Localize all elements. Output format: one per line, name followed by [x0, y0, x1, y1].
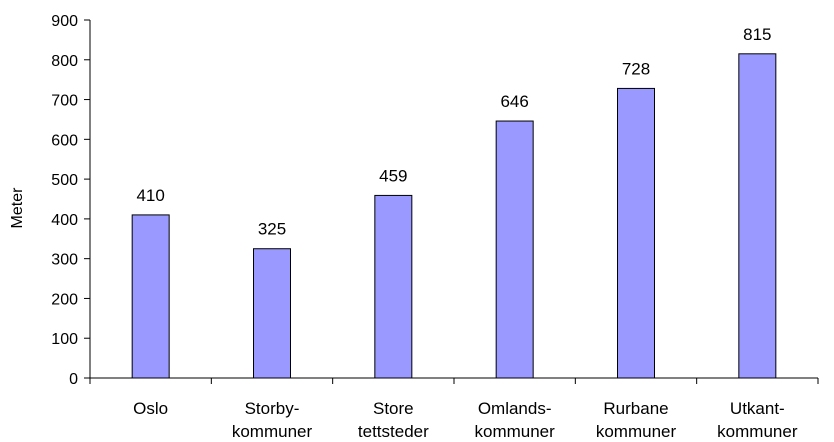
y-tick-label: 900	[51, 13, 78, 30]
y-tick-label: 100	[51, 331, 78, 348]
y-tick-label: 300	[51, 252, 78, 269]
bar	[253, 248, 291, 379]
y-axis-title: Meter	[9, 187, 26, 229]
data-label: 728	[622, 59, 650, 78]
y-tick-label: 800	[51, 53, 78, 70]
category-label: Store	[373, 399, 414, 418]
category-label: Utkant-	[730, 399, 785, 418]
category-label: kommuner	[232, 422, 313, 441]
bar-series	[131, 53, 777, 379]
category-label: Storby-	[245, 399, 300, 418]
y-tick-label: 0	[69, 371, 78, 388]
x-axis	[89, 377, 819, 384]
y-tick-label: 500	[51, 172, 78, 189]
category-label: kommuner	[475, 422, 556, 441]
category-label: Omlands-	[478, 399, 552, 418]
y-axis: 0 100 200 300 400 500 600 700 800 900	[51, 13, 91, 388]
data-label: 646	[500, 92, 528, 111]
y-tick-label: 600	[51, 132, 78, 149]
y-tick-label: 700	[51, 93, 78, 110]
data-label: 410	[136, 186, 164, 205]
bar	[495, 120, 534, 379]
category-label: Rurbane	[603, 399, 668, 418]
category-label: Oslo	[133, 399, 168, 418]
bar	[131, 214, 170, 379]
bar	[374, 194, 413, 379]
category-labels: Oslo Storby-kommuner Store tettsteder Omland…	[133, 399, 798, 441]
data-label: 325	[258, 220, 286, 239]
bar	[738, 53, 777, 379]
category-label: kommuner	[717, 422, 798, 441]
y-tick-label: 200	[51, 291, 78, 308]
category-label: tettsteder	[358, 422, 429, 441]
y-tick-label: 400	[51, 212, 78, 229]
data-labels: 410 325 459 646 728 815	[136, 25, 771, 239]
data-label: 815	[743, 25, 771, 44]
data-label: 459	[379, 166, 407, 185]
category-label: kommuner	[596, 422, 677, 441]
bar	[617, 87, 655, 379]
